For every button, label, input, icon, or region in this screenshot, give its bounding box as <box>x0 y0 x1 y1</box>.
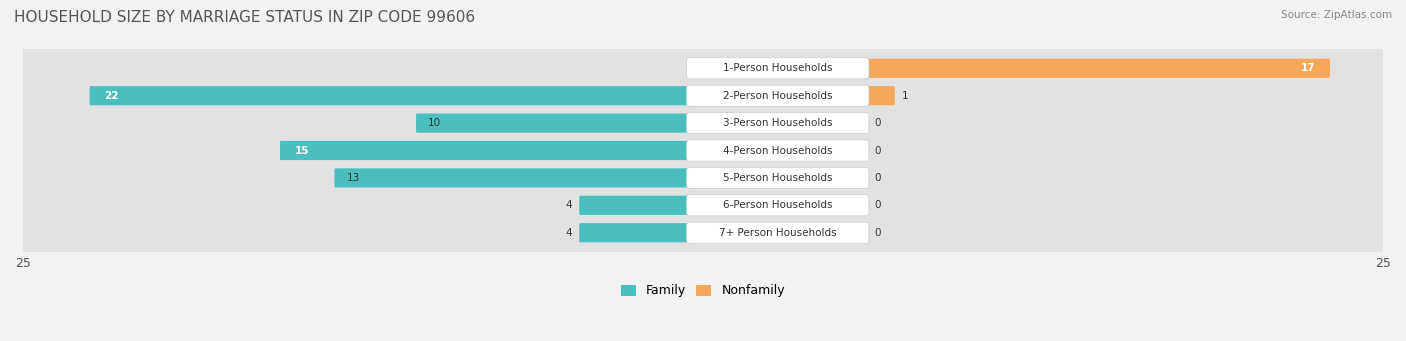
FancyBboxPatch shape <box>865 59 1330 78</box>
FancyBboxPatch shape <box>18 186 1388 225</box>
Text: 13: 13 <box>347 173 360 183</box>
Text: 4: 4 <box>565 200 572 210</box>
FancyBboxPatch shape <box>579 223 690 242</box>
Text: 0: 0 <box>875 118 882 128</box>
FancyBboxPatch shape <box>686 113 869 134</box>
Text: 5-Person Households: 5-Person Households <box>723 173 832 183</box>
Text: 4: 4 <box>565 228 572 238</box>
Text: 15: 15 <box>295 146 309 155</box>
FancyBboxPatch shape <box>90 86 690 105</box>
Text: 0: 0 <box>875 173 882 183</box>
FancyBboxPatch shape <box>686 140 869 161</box>
FancyBboxPatch shape <box>686 195 869 216</box>
Text: 7+ Person Households: 7+ Person Households <box>718 228 837 238</box>
FancyBboxPatch shape <box>280 141 690 160</box>
Text: 0: 0 <box>875 200 882 210</box>
FancyBboxPatch shape <box>686 167 869 189</box>
Text: 1-Person Households: 1-Person Households <box>723 63 832 73</box>
Text: HOUSEHOLD SIZE BY MARRIAGE STATUS IN ZIP CODE 99606: HOUSEHOLD SIZE BY MARRIAGE STATUS IN ZIP… <box>14 10 475 25</box>
FancyBboxPatch shape <box>335 168 690 188</box>
Text: 0: 0 <box>875 146 882 155</box>
FancyBboxPatch shape <box>579 196 690 215</box>
Text: 4-Person Households: 4-Person Households <box>723 146 832 155</box>
FancyBboxPatch shape <box>865 86 894 105</box>
Text: 10: 10 <box>429 118 441 128</box>
FancyBboxPatch shape <box>18 104 1388 142</box>
FancyBboxPatch shape <box>18 49 1388 88</box>
FancyBboxPatch shape <box>18 76 1388 115</box>
Text: 3-Person Households: 3-Person Households <box>723 118 832 128</box>
Text: 2-Person Households: 2-Person Households <box>723 91 832 101</box>
FancyBboxPatch shape <box>686 58 869 79</box>
FancyBboxPatch shape <box>686 85 869 106</box>
Text: 1: 1 <box>901 91 908 101</box>
FancyBboxPatch shape <box>686 222 869 243</box>
FancyBboxPatch shape <box>416 114 690 133</box>
Text: Source: ZipAtlas.com: Source: ZipAtlas.com <box>1281 10 1392 20</box>
Text: 6-Person Households: 6-Person Households <box>723 200 832 210</box>
FancyBboxPatch shape <box>18 213 1388 252</box>
Legend: Family, Nonfamily: Family, Nonfamily <box>616 279 790 302</box>
FancyBboxPatch shape <box>18 131 1388 170</box>
Text: 17: 17 <box>1301 63 1315 73</box>
Text: 22: 22 <box>104 91 120 101</box>
FancyBboxPatch shape <box>18 159 1388 197</box>
Text: 0: 0 <box>875 228 882 238</box>
